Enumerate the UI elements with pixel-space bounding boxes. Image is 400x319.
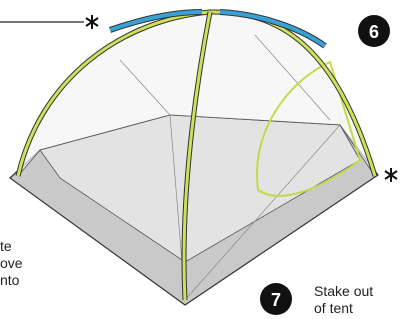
note-text: ove: [0, 255, 23, 271]
illustration: 6 7 Stake out of tent te ove nto: [0, 0, 400, 319]
asterisk: [385, 168, 397, 182]
step-text: of tent: [314, 300, 353, 316]
step-number: 6: [369, 22, 379, 42]
step-number: 7: [271, 290, 281, 310]
note-text: nto: [0, 272, 20, 288]
page: 6 7 Stake out of tent te ove nto (() => …: [0, 0, 400, 319]
asterisk: [86, 15, 98, 29]
step-text: Stake out: [314, 283, 373, 299]
note-text: te: [0, 238, 12, 254]
